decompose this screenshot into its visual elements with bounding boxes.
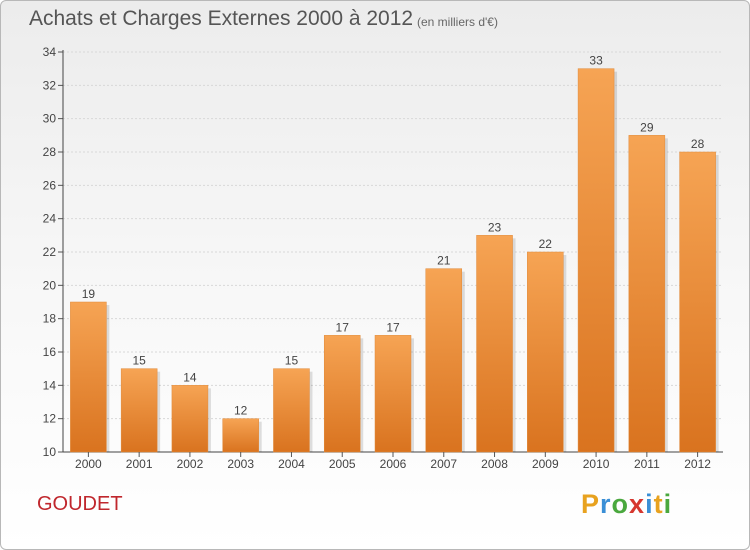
bar-value-label: 21	[437, 254, 451, 268]
bar-value-label: 28	[691, 137, 705, 151]
bar	[171, 385, 209, 453]
x-tick-label: 2011	[634, 457, 660, 471]
logo-letter: x	[629, 489, 646, 519]
logo-letter: i	[663, 489, 673, 519]
bar	[120, 368, 158, 453]
bar	[425, 268, 463, 453]
x-tick-label: 2000	[75, 457, 102, 471]
bar-value-label: 17	[336, 320, 350, 334]
logo-letter: t	[653, 489, 664, 519]
x-tick-label: 2004	[278, 457, 305, 471]
chart-subtitle: (en milliers d'€)	[417, 15, 498, 29]
bar-value-label: 14	[183, 370, 197, 384]
bar-value-label: 17	[386, 320, 400, 334]
logo-letter: P	[581, 489, 601, 519]
bar-value-label: 22	[539, 237, 553, 251]
bar	[273, 368, 310, 453]
bar-value-label: 19	[82, 287, 96, 301]
bar	[577, 68, 615, 453]
bar	[222, 418, 259, 453]
x-tick-label: 2001	[126, 457, 153, 471]
y-tick-label: 26	[43, 178, 57, 192]
bar	[374, 335, 412, 453]
x-tick-label: 2010	[583, 457, 610, 471]
x-tick-label: 2012	[684, 457, 711, 471]
bar	[679, 151, 716, 453]
chart-title: Achats et Charges Externes 2000 à 2012	[29, 7, 414, 30]
bar-value-label: 15	[285, 354, 299, 368]
x-tick-label: 2008	[481, 457, 508, 471]
x-tick-label: 2002	[177, 457, 204, 471]
bar	[628, 135, 666, 453]
y-tick-label: 22	[43, 245, 57, 259]
bar-value-label: 29	[640, 120, 654, 134]
x-tick-label: 2003	[227, 457, 254, 471]
logo-letter: i	[645, 489, 654, 519]
y-tick-label: 32	[43, 78, 57, 92]
y-tick-label: 28	[43, 145, 57, 159]
bar-chart: 10 12 14 16 18 20 22 24 26 28 30 32 34 19 2000 15 2001 14…	[43, 45, 723, 471]
y-tick-label: 34	[43, 45, 57, 59]
logo-letter: o	[611, 489, 630, 519]
proxiti-logo[interactable]: Proxiti	[581, 489, 672, 520]
x-tick-label: 2009	[532, 457, 559, 471]
bar	[476, 235, 513, 453]
bar	[527, 251, 564, 453]
y-tick-label: 10	[43, 445, 57, 459]
y-tick-label: 14	[43, 378, 57, 392]
x-tick-label: 2007	[430, 457, 457, 471]
bar-value-label: 12	[234, 404, 248, 418]
y-tick-label: 16	[43, 345, 57, 359]
bar	[70, 301, 107, 453]
y-tick-label: 12	[43, 412, 57, 426]
logo-letter: r	[600, 489, 612, 519]
y-tick-label: 24	[43, 212, 57, 226]
commune-name: GOUDET	[37, 493, 123, 515]
x-tick-label: 2005	[329, 457, 356, 471]
bar-value-label: 23	[488, 220, 502, 234]
y-tick-label: 18	[43, 312, 57, 326]
y-tick-label: 30	[43, 112, 57, 126]
bar-value-label: 15	[132, 354, 146, 368]
x-tick-label: 2006	[380, 457, 407, 471]
y-tick-label: 20	[43, 278, 57, 292]
bar	[323, 335, 361, 453]
bar-value-label: 33	[589, 54, 603, 68]
